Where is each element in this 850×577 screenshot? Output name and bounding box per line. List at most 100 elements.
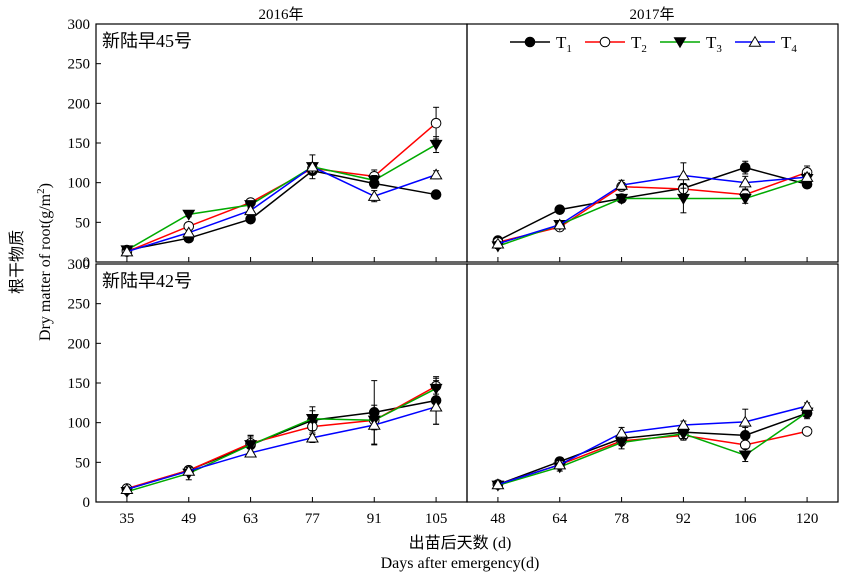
legend-marker (599, 36, 611, 48)
legend-item-t2: T2 (585, 33, 647, 55)
y-axis-title-english: Dry matter of root(g/m2) (35, 183, 54, 341)
data-point-t4 (182, 226, 196, 238)
series-line-t1 (497, 412, 808, 486)
series-t3 (120, 136, 443, 257)
series-line-t3 (497, 411, 808, 487)
legend: T1 T2 T3 T4 (510, 33, 797, 55)
data-point-t4 (491, 237, 505, 249)
legend-marker (524, 36, 536, 48)
series-t1 (492, 160, 813, 246)
data-point-t4 (738, 415, 752, 427)
data-point-t4 (738, 176, 752, 188)
data-point-t2 (739, 439, 751, 451)
series-t3 (491, 173, 814, 253)
series-line-t3 (126, 387, 437, 493)
data-point-t4 (120, 245, 134, 257)
data-point-t4 (244, 204, 258, 216)
x-axis-title-english: Days after emergency(d) (381, 555, 540, 572)
y-tick-label: 300 (68, 257, 91, 273)
x-tick-label: 91 (367, 511, 382, 527)
series-line-t4 (497, 405, 808, 486)
y-tick-label: 250 (68, 297, 91, 313)
y-tick-label: 100 (68, 176, 91, 192)
legend-label: T4 (781, 33, 797, 55)
x-tick-label: 78 (614, 511, 629, 527)
chart-panel-1: 0 50 100 150 200 250 300 新陆早45号 (68, 17, 468, 271)
data-point-t4 (800, 170, 814, 182)
y-tick-label: 150 (68, 376, 91, 392)
legend-marker (673, 37, 687, 49)
data-point-t3 (738, 450, 752, 462)
plot-frame (95, 23, 468, 263)
plot-frame (466, 263, 839, 503)
data-point-t4 (491, 478, 505, 490)
legend-item-t3: T3 (660, 33, 722, 55)
y-tick-label: 0 (83, 495, 91, 511)
data-point-t3 (305, 414, 319, 426)
y-tick-label: 200 (68, 96, 91, 112)
series-t2 (121, 106, 442, 257)
y-tick-label: 150 (68, 136, 91, 152)
plot-frame (95, 263, 468, 503)
data-point-t1 (739, 162, 751, 173)
legend-item-t1: T1 (510, 33, 572, 55)
series-t1 (492, 407, 813, 490)
y-tick-label: 50 (75, 215, 90, 231)
series-line-t3 (126, 143, 437, 251)
data-point-t4 (244, 446, 258, 458)
chart-panel-4: 48 64 78 92 106 120 (466, 263, 839, 527)
x-tick-label: 64 (552, 511, 568, 527)
x-tick-label: 63 (243, 511, 258, 527)
data-point-t3 (367, 175, 381, 187)
data-point-t4 (429, 400, 443, 412)
series-t3 (120, 380, 443, 498)
data-point-t3 (615, 193, 629, 205)
data-point-t4 (367, 189, 381, 201)
x-tick-label: 106 (734, 511, 757, 527)
y-tick-label: 50 (75, 455, 90, 471)
x-tick-label: 120 (796, 511, 819, 527)
y-tick-label: 300 (68, 17, 91, 33)
data-point-t1 (430, 189, 442, 200)
y-tick-label: 200 (68, 336, 91, 352)
data-point-t2 (801, 426, 813, 437)
series-line-t2 (126, 385, 437, 490)
x-tick-label: 49 (181, 511, 196, 527)
data-point-t3 (738, 193, 752, 205)
data-point-t4 (182, 464, 196, 476)
data-point-t4 (429, 168, 443, 180)
series-t2 (492, 165, 813, 248)
plot-frame (466, 23, 839, 263)
data-point-t3 (244, 440, 258, 452)
data-point-t4 (305, 160, 319, 172)
data-point-t4 (553, 218, 567, 230)
series-line-t2 (497, 171, 808, 243)
data-point-t4 (305, 431, 319, 443)
data-point-t4 (120, 483, 134, 495)
chart-panel-2 (466, 23, 839, 263)
x-axis-title-chinese: 出苗后天数 (d) (409, 534, 512, 552)
y-tick-label: 100 (68, 416, 91, 432)
data-point-t3 (429, 139, 443, 151)
data-point-t1 (554, 204, 566, 215)
legend-label: T1 (556, 33, 572, 55)
data-point-t4 (676, 169, 690, 181)
data-point-t2 (430, 117, 442, 129)
data-point-t1 (245, 213, 256, 225)
series-line-t4 (497, 174, 808, 245)
x-tick-label: 92 (676, 511, 691, 527)
data-point-t3 (182, 209, 196, 221)
y-tick-label: 0 (83, 255, 91, 271)
year-label-2016: 2016年 (258, 6, 303, 23)
legend-item-t4: T4 (735, 33, 797, 55)
data-point-t4 (800, 399, 814, 411)
y-tick-label: 250 (68, 57, 91, 73)
data-point-t4 (615, 178, 629, 190)
series-line-t1 (126, 169, 437, 251)
y-axis-title-chinese: 根干物质 (8, 230, 26, 294)
data-point-t4 (367, 418, 381, 430)
year-label-2017: 2017年 (629, 6, 674, 23)
panel-title: 新陆早42号 (102, 271, 192, 291)
series-t4 (120, 154, 443, 257)
